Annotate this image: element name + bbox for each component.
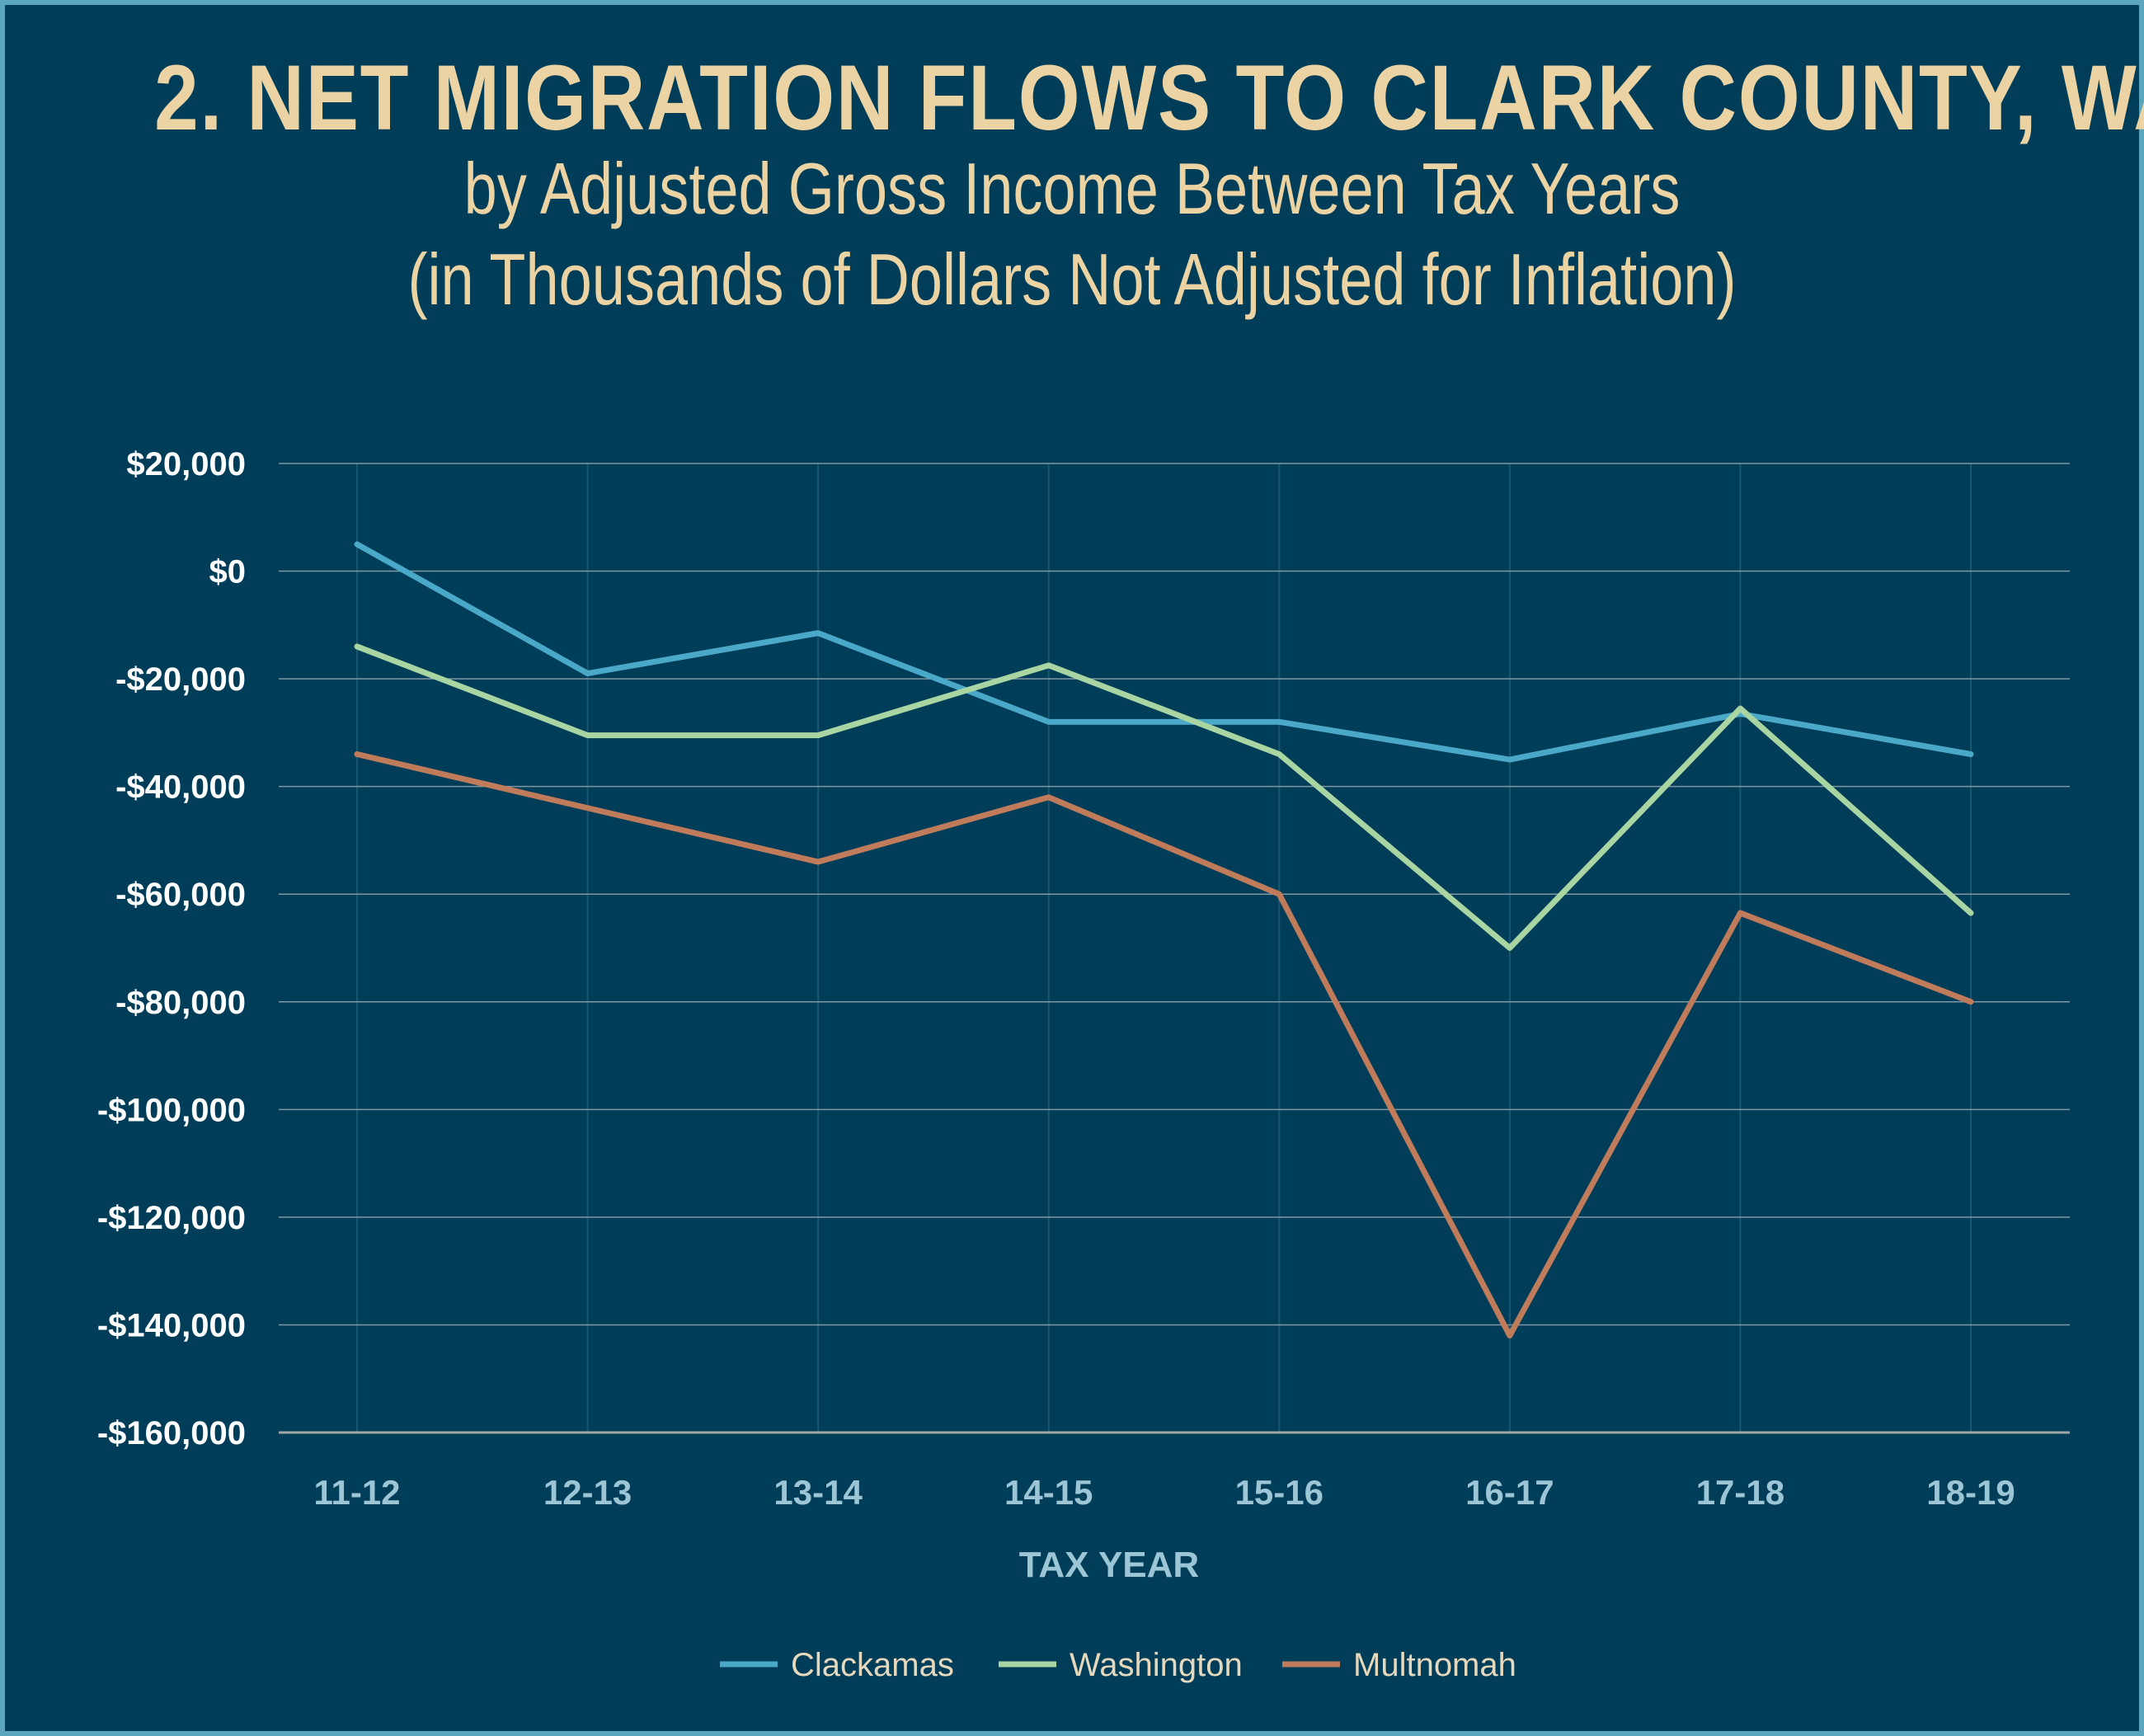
data-point-multnomah bbox=[1278, 893, 1280, 895]
data-point-washington bbox=[817, 735, 819, 736]
legend-label-multnomah: Multnomah bbox=[1353, 1647, 1516, 1683]
y-tick-label: -$40,000 bbox=[115, 769, 246, 806]
data-point-clackamas bbox=[1970, 754, 1972, 755]
x-tick-label: 11-12 bbox=[313, 1473, 400, 1512]
vertical-gridlines bbox=[356, 463, 1972, 1433]
data-point-washington bbox=[1970, 912, 1972, 914]
y-tick-label: -$100,000 bbox=[97, 1092, 246, 1128]
x-axis-label: TAX YEAR bbox=[1019, 1545, 1199, 1585]
y-tick-label: -$140,000 bbox=[97, 1307, 246, 1343]
data-point-multnomah bbox=[1739, 912, 1741, 914]
legend-label-washington: Washington bbox=[1070, 1647, 1243, 1683]
series-line-clackamas bbox=[354, 541, 1974, 763]
chart-subtitle-line2: (in Thousands of Dollars Not Adjusted fo… bbox=[407, 238, 1737, 320]
x-tick-label: 17-18 bbox=[1696, 1473, 1784, 1512]
data-point-washington bbox=[356, 646, 358, 647]
x-tick-label: 12-13 bbox=[543, 1473, 632, 1512]
chart-frame: 2. NET MIGRATION FLOWS TO CLARK COUNTY, … bbox=[5, 5, 2144, 1731]
y-axis-tick-labels: $20,000 $0 -$20,000 -$40,000 -$60,000 -$80,00… bbox=[97, 446, 246, 1451]
data-point-washington bbox=[587, 735, 589, 736]
y-tick-label: $20,000 bbox=[126, 446, 246, 482]
data-point-multnomah bbox=[356, 754, 358, 755]
series-lines bbox=[354, 541, 1974, 1338]
data-point-multnomah bbox=[587, 807, 589, 809]
y-tick-label: $0 bbox=[209, 554, 247, 590]
x-tick-label: 14-15 bbox=[1004, 1473, 1093, 1512]
data-point-clackamas bbox=[587, 673, 589, 675]
data-point-washington bbox=[1048, 665, 1050, 666]
x-tick-label: 13-14 bbox=[773, 1473, 863, 1512]
series-line-multnomah bbox=[354, 751, 1974, 1338]
y-tick-label: -$80,000 bbox=[115, 985, 246, 1021]
x-tick-label: 16-17 bbox=[1465, 1473, 1554, 1512]
data-point-clackamas bbox=[1739, 713, 1741, 715]
x-tick-label: 15-16 bbox=[1235, 1473, 1324, 1512]
legend: Clackamas Washington Multnomah bbox=[720, 1647, 1516, 1683]
legend-label-clackamas: Clackamas bbox=[791, 1647, 954, 1683]
x-axis-tick-labels: 11-12 12-13 13-14 14-15 15-16 16-17 17-18 18-19 bbox=[313, 1473, 2015, 1512]
y-tick-label: -$60,000 bbox=[115, 877, 246, 913]
data-point-multnomah bbox=[1509, 1335, 1511, 1336]
x-tick-label: 18-19 bbox=[1926, 1473, 2015, 1512]
series-line-washington bbox=[354, 643, 1974, 951]
data-point-clackamas bbox=[356, 543, 358, 545]
data-point-multnomah bbox=[1970, 1001, 1972, 1003]
chart-subtitle-line1: by Adjusted Gross Income Between Tax Yea… bbox=[463, 148, 1681, 229]
data-point-multnomah bbox=[817, 861, 819, 863]
horizontal-gridlines bbox=[279, 463, 2070, 1434]
chart-title: 2. NET MIGRATION FLOWS TO CLARK COUNTY, … bbox=[154, 46, 2144, 149]
y-tick-label: -$20,000 bbox=[115, 661, 246, 698]
y-tick-label: -$160,000 bbox=[97, 1415, 246, 1451]
data-point-washington bbox=[1739, 708, 1741, 709]
data-point-washington bbox=[1278, 754, 1280, 755]
y-tick-label: -$120,000 bbox=[97, 1200, 246, 1236]
